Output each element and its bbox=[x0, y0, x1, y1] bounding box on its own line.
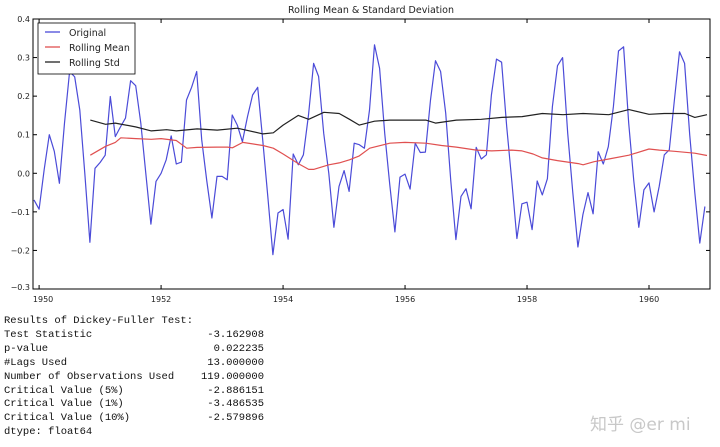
legend-label-rolling-std: Rolling Std bbox=[69, 58, 120, 69]
y-tick-label: 0.3 bbox=[17, 54, 30, 63]
axes-frame bbox=[32, 18, 711, 290]
axis-ticks: 1950 1952 1954 1956 1958 1960 0.4 0.3 0.2 0.1 0.0 −… bbox=[11, 15, 710, 304]
x-tick-label: 1956 bbox=[395, 295, 415, 304]
series-line-rolling-std bbox=[90, 108, 708, 135]
result-label: Critical Value (1%) bbox=[4, 398, 124, 411]
results-dtype: dtype: float64 bbox=[4, 426, 93, 439]
legend-label-rolling-mean: Rolling Mean bbox=[69, 43, 130, 54]
result-label: Critical Value (5%) bbox=[4, 384, 124, 397]
result-row: Test Statistic -3.162908 bbox=[4, 329, 264, 343]
x-tick-label: 1954 bbox=[273, 295, 293, 304]
result-row: Critical Value (10%) -2.579896 bbox=[4, 412, 264, 426]
result-label: p-value bbox=[4, 342, 49, 355]
results-heading: Results of Dickey-Fuller Test: bbox=[4, 315, 194, 327]
result-value: -2.886151 bbox=[207, 384, 264, 397]
y-tick-label: 0.4 bbox=[17, 15, 30, 24]
result-row: Critical Value (5%) -2.886151 bbox=[4, 385, 264, 399]
result-row: Critical Value (1%) -3.486535 bbox=[4, 398, 264, 412]
result-row: Number of Observations Used 119.000000 bbox=[4, 371, 264, 385]
rolling-stats-chart: Rolling Mean & Standard Deviation 1950 19… bbox=[11, 5, 711, 304]
y-tick-label: −0.1 bbox=[11, 208, 30, 217]
y-tick-label: −0.2 bbox=[11, 246, 30, 255]
y-tick-label: 0.0 bbox=[17, 169, 30, 178]
x-tick-label: 1950 bbox=[33, 295, 53, 304]
y-tick-label: −0.3 bbox=[11, 283, 30, 292]
legend-label-original: Original bbox=[69, 28, 106, 39]
dickey-fuller-results: Results of Dickey-Fuller Test: Test Stat… bbox=[4, 315, 264, 440]
result-value: -2.579896 bbox=[207, 412, 264, 425]
watermark: 知乎 @er mi bbox=[590, 415, 691, 435]
result-value: -3.162908 bbox=[207, 328, 264, 341]
result-value: -3.486535 bbox=[207, 398, 264, 411]
result-value: 119.000000 bbox=[200, 370, 264, 383]
chart-title: Rolling Mean & Standard Deviation bbox=[288, 5, 454, 16]
x-tick-label: 1960 bbox=[639, 295, 659, 304]
result-value: 0.022235 bbox=[213, 342, 264, 355]
series-line-original bbox=[33, 44, 706, 256]
result-label: Test Statistic bbox=[4, 328, 93, 341]
result-row: #Lags Used 13.000000 bbox=[4, 357, 264, 371]
y-tick-label: 0.2 bbox=[17, 92, 30, 101]
plot-area bbox=[33, 44, 708, 256]
y-tick-label: 0.1 bbox=[17, 131, 30, 140]
legend-box bbox=[37, 22, 136, 75]
series-line-rolling-mean bbox=[89, 137, 708, 170]
result-label: Number of Observations Used bbox=[4, 370, 175, 383]
result-label: Critical Value (10%) bbox=[4, 412, 131, 425]
legend: Original Rolling Mean Rolling Std bbox=[37, 22, 136, 75]
result-row: p-value 0.022235 bbox=[4, 343, 264, 357]
result-value: 13.000000 bbox=[207, 356, 264, 369]
x-tick-label: 1958 bbox=[517, 295, 537, 304]
result-label: #Lags Used bbox=[4, 356, 68, 369]
x-tick-label: 1952 bbox=[151, 295, 171, 304]
